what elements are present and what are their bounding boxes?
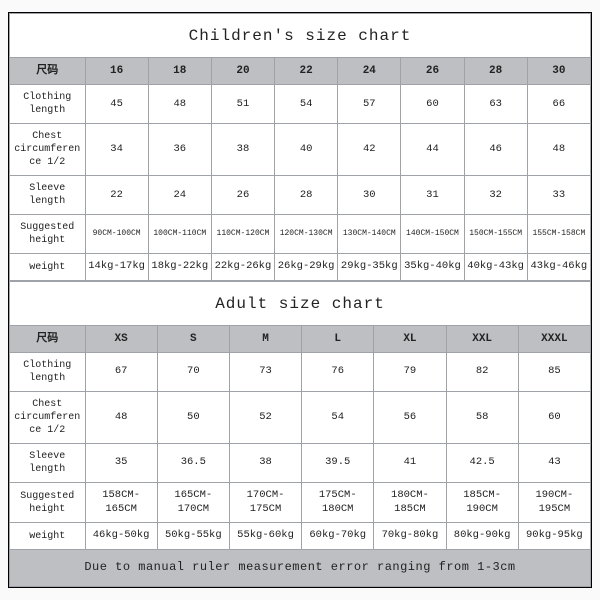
table-row: weight 46kg-50kg50kg-55kg55kg-60kg60kg-7… xyxy=(10,523,591,550)
row-label: Clothing length xyxy=(10,353,86,392)
row-label: Chest circumference 1/2 xyxy=(10,392,86,444)
children-size-0: 16 xyxy=(85,58,148,85)
table-row: Chest circumference 1/2 48505254565860 xyxy=(10,392,591,444)
children-size-5: 26 xyxy=(401,58,464,85)
adult-size-4: XL xyxy=(374,325,446,352)
children-title: Children's size chart xyxy=(10,14,591,58)
children-size-2: 20 xyxy=(211,58,274,85)
row-label: weight xyxy=(10,523,86,550)
children-size-1: 18 xyxy=(148,58,211,85)
table-row: Clothing length 4548515457606366 xyxy=(10,85,591,124)
row-label: Sleeve length xyxy=(10,176,86,215)
row-label: weight xyxy=(10,254,86,281)
children-header-row: 尺码 16 18 20 22 24 26 28 30 xyxy=(10,58,591,85)
adult-title: Adult size chart xyxy=(10,282,591,326)
table-row: Clothing length 67707376798285 xyxy=(10,353,591,392)
adult-header-label: 尺码 xyxy=(10,325,86,352)
adult-size-1: S xyxy=(157,325,229,352)
adult-header-row: 尺码 XS S M L XL XXL XXXL xyxy=(10,325,591,352)
children-size-7: 30 xyxy=(527,58,590,85)
row-label: Sleeve length xyxy=(10,444,86,483)
table-row: Sleeve length 2224262830313233 xyxy=(10,176,591,215)
adult-size-6: XXXL xyxy=(518,325,590,352)
table-row: Suggested height 90CM-100CM100CM-110CM11… xyxy=(10,215,591,254)
adult-size-5: XXL xyxy=(446,325,518,352)
children-size-3: 22 xyxy=(275,58,338,85)
row-label: Suggested height xyxy=(10,215,86,254)
adult-size-3: L xyxy=(302,325,374,352)
table-row: Sleeve length 3536.53839.54142.543 xyxy=(10,444,591,483)
children-header-label: 尺码 xyxy=(10,58,86,85)
table-row: Suggested height 158CM-165CM165CM-170CM1… xyxy=(10,483,591,523)
row-label: Chest circumference 1/2 xyxy=(10,124,86,176)
row-label: Suggested height xyxy=(10,483,86,523)
row-label: Clothing length xyxy=(10,85,86,124)
children-size-6: 28 xyxy=(464,58,527,85)
adult-size-table: Adult size chart 尺码 XS S M L XL XXL XXXL… xyxy=(9,281,591,587)
measurement-note: Due to manual ruler measurement error ra… xyxy=(10,550,591,587)
adult-size-0: XS xyxy=(85,325,157,352)
table-row: Chest circumference 1/2 3436384042444648 xyxy=(10,124,591,176)
size-charts: Children's size chart 尺码 16 18 20 22 24 … xyxy=(8,12,592,587)
table-row: weight 14kg-17kg18kg-22kg22kg-26kg26kg-2… xyxy=(10,254,591,281)
children-size-table: Children's size chart 尺码 16 18 20 22 24 … xyxy=(9,13,591,281)
adult-size-2: M xyxy=(229,325,301,352)
children-size-4: 24 xyxy=(338,58,401,85)
